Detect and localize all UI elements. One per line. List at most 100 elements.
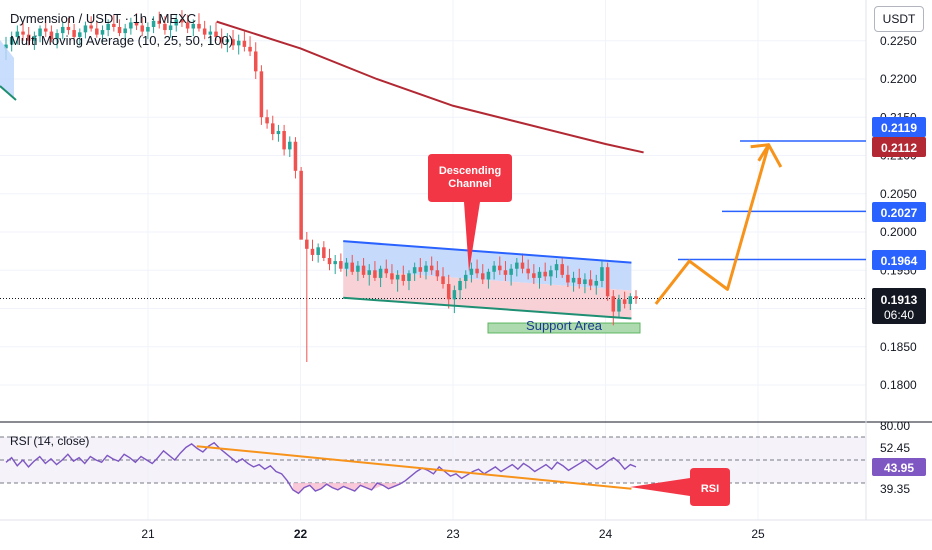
candle-body — [361, 265, 366, 275]
candle-body — [446, 284, 451, 300]
current-price-value: 0.1913 — [881, 293, 918, 307]
candle-body — [253, 51, 258, 72]
candle-body — [270, 123, 275, 135]
candle-body — [617, 299, 621, 312]
candle-body — [628, 296, 633, 304]
channel-lower-line — [343, 296, 632, 320]
symbol-title[interactable]: Dymension / USDT · 1h · MEXC — [10, 11, 197, 26]
candle-body — [554, 264, 559, 271]
candle-body — [89, 25, 93, 29]
candle-body — [140, 25, 144, 32]
candle-body — [191, 23, 196, 29]
candle-body — [475, 268, 479, 274]
overlays-background — [0, 140, 866, 334]
candle-body — [83, 25, 88, 33]
candle-body — [168, 25, 173, 31]
callout-text: Descending — [439, 165, 501, 177]
candle-body — [549, 270, 553, 277]
candle-body — [208, 31, 213, 35]
candle-body — [577, 277, 582, 285]
candle-body — [356, 265, 360, 272]
candle-body — [509, 268, 513, 275]
channel-lower-fill — [343, 269, 632, 319]
candle-body — [134, 22, 139, 26]
candle-body — [463, 274, 468, 281]
candle-body — [248, 46, 252, 52]
price-axis-label: 0.2200 — [880, 72, 917, 86]
candle-body — [225, 39, 230, 43]
candle-body — [441, 276, 445, 285]
candle-body — [458, 280, 462, 291]
current-price-countdown: 06:40 — [884, 308, 914, 322]
candle-body — [571, 277, 576, 283]
candle-body — [492, 265, 496, 272]
channel-upper-fill — [343, 241, 632, 291]
rsi-legend[interactable]: RSI (14, close) — [10, 434, 90, 448]
candle-body — [112, 23, 116, 27]
candle-body — [214, 31, 218, 37]
candle-body — [265, 117, 269, 124]
candle-body — [424, 265, 428, 272]
candle-body — [384, 268, 389, 274]
candle-body — [537, 271, 542, 278]
candle-body — [316, 247, 320, 255]
currency-button[interactable]: USDT — [874, 6, 924, 32]
rsi-line — [5, 441, 637, 495]
candle-body — [543, 271, 547, 277]
candle-body — [72, 30, 76, 37]
candle-body — [367, 270, 372, 275]
candle-body — [390, 273, 394, 280]
candle-body — [21, 31, 25, 35]
candle-body — [435, 270, 440, 277]
candle-body — [611, 296, 616, 312]
moving-average-legend[interactable]: Multi Moving Average (10, 25, 50, 100) — [10, 33, 234, 48]
price-tag — [872, 250, 926, 270]
projection-arrowhead — [750, 143, 771, 162]
price-tag-label: 0.2027 — [881, 206, 918, 220]
candle-body — [588, 279, 593, 286]
candle-body — [452, 290, 457, 300]
candle-body — [259, 71, 264, 118]
candle-body — [9, 36, 14, 45]
callout-text: Channel — [448, 178, 491, 190]
candle-body — [151, 20, 156, 27]
candle-body — [49, 31, 54, 40]
candle-body — [117, 26, 122, 34]
rsi-axis-label: 52.45 — [880, 441, 910, 455]
candle-body — [282, 131, 286, 150]
rsi-oversold-fill — [292, 483, 400, 494]
price-projection-path — [654, 143, 783, 305]
candle-body — [407, 273, 411, 281]
time-axis-label: 25 — [751, 527, 765, 541]
price-tag — [872, 137, 926, 157]
candle-body — [480, 273, 485, 280]
time-axis-label: 21 — [141, 527, 155, 541]
candle-body — [236, 40, 241, 46]
candle-body — [498, 265, 502, 271]
candle-body — [78, 32, 82, 37]
candle-body — [4, 44, 8, 49]
rsi-trendline — [196, 445, 632, 490]
candles — [4, 10, 638, 363]
candle-body — [622, 299, 627, 304]
candle-body — [242, 40, 247, 47]
candle-body — [55, 33, 59, 40]
descending-channel-callout — [428, 154, 512, 272]
time-axis-label: 22 — [294, 527, 308, 541]
candle-body — [566, 274, 570, 283]
price-tag-label: 0.2119 — [881, 121, 917, 135]
price-tag-label: 0.2112 — [881, 141, 917, 155]
candle-body — [373, 270, 377, 278]
prior-channel-fill — [0, 40, 14, 98]
candle-body — [60, 26, 65, 34]
candle-body — [185, 22, 190, 29]
candle-body — [503, 270, 508, 275]
candle-body — [594, 280, 599, 286]
candle-body — [129, 22, 133, 29]
candle-body — [583, 279, 587, 285]
support-area-label: Support Area — [526, 318, 603, 333]
candle-body — [157, 20, 162, 24]
candle-body — [401, 274, 406, 281]
